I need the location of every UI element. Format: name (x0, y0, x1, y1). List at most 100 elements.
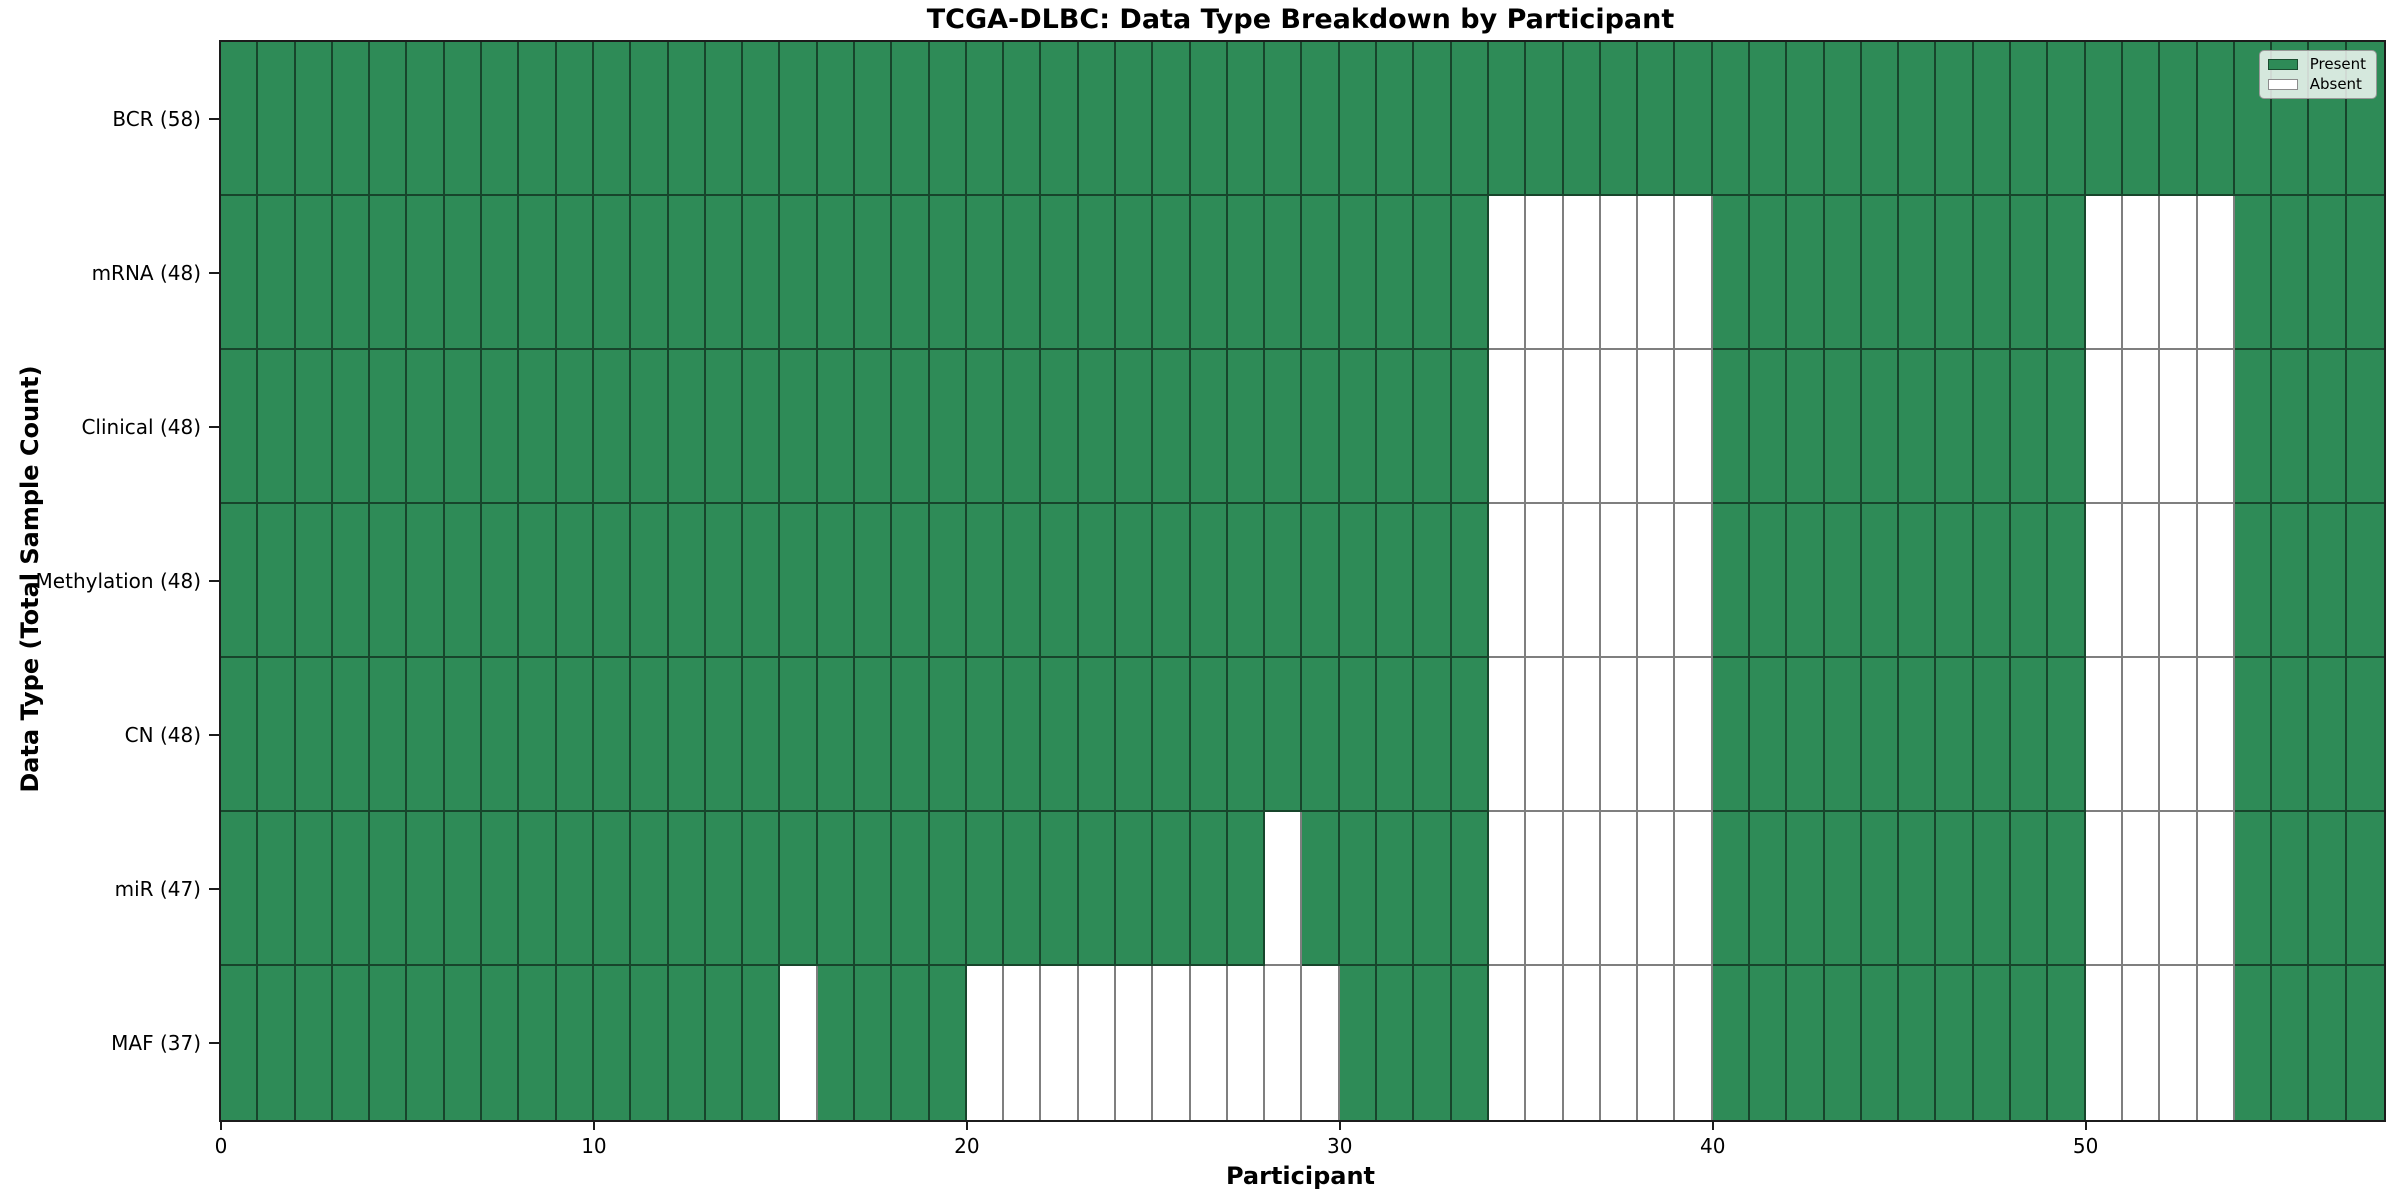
heatmap-cell (1265, 504, 1303, 658)
heatmap-cell (1078, 966, 1117, 1120)
heatmap-cell (1302, 966, 1340, 1120)
heatmap-cell (1377, 504, 1415, 658)
heatmap-cell (1190, 42, 1228, 196)
heatmap-cell (1563, 196, 1601, 350)
heatmap-cell (2197, 196, 2235, 350)
heatmap-cell (1861, 504, 1900, 658)
heatmap-cell (1190, 350, 1228, 504)
heatmap-cell (1600, 812, 1639, 966)
heatmap-cell (1116, 42, 1154, 196)
y-tick-mark (209, 580, 219, 582)
heatmap-cell (2011, 42, 2049, 196)
heatmap-cell (1451, 658, 1489, 812)
heatmap-cell (556, 812, 594, 966)
heatmap-cell (1712, 42, 1751, 196)
heatmap-cell (258, 658, 296, 812)
heatmap-cell (1638, 812, 1676, 966)
heatmap-cell (1377, 42, 1415, 196)
heatmap-cell (892, 812, 930, 966)
heatmap-cell (2346, 658, 2384, 812)
heatmap-cell (631, 350, 669, 504)
heatmap-cell (258, 350, 296, 504)
heatmap-cell (1227, 504, 1266, 658)
heatmap-cell (1041, 812, 1079, 966)
heatmap-cell (2197, 350, 2235, 504)
heatmap-cell (2346, 196, 2384, 350)
heatmap-cell (1488, 42, 1527, 196)
heatmap-cell (444, 196, 483, 350)
heatmap-cell (1116, 196, 1154, 350)
heatmap-cell (780, 658, 818, 812)
heatmap-cell (2160, 350, 2198, 504)
heatmap-cell (1750, 350, 1788, 504)
heatmap-cell (1936, 658, 1974, 812)
heatmap-cell (1600, 504, 1639, 658)
heatmap-cell (2085, 350, 2123, 504)
heatmap-cell (258, 196, 296, 350)
heatmap-cell (1302, 504, 1340, 658)
y-tick-mark (209, 272, 219, 274)
heatmap-cell (1936, 812, 1974, 966)
heatmap-cell (780, 504, 818, 658)
heatmap-cell (1675, 350, 1713, 504)
heatmap-cell (1563, 966, 1601, 1120)
heatmap-cell (1153, 966, 1191, 1120)
heatmap-cell (854, 504, 893, 658)
heatmap-cell (1377, 966, 1415, 1120)
heatmap-cell (593, 42, 632, 196)
heatmap-cell (780, 350, 818, 504)
heatmap-cell (2197, 504, 2235, 658)
heatmap-cell (2085, 42, 2123, 196)
heatmap-cell (2197, 658, 2235, 812)
heatmap-cell (1078, 350, 1117, 504)
heatmap-cell (1377, 196, 1415, 350)
heatmap-cell (1750, 42, 1788, 196)
heatmap-cell (1861, 196, 1900, 350)
heatmap-cell (705, 658, 744, 812)
heatmap-cell (295, 196, 333, 350)
heatmap-cell (1600, 350, 1639, 504)
heatmap-cell (1339, 812, 1378, 966)
heatmap-cell (780, 196, 818, 350)
heatmap-cell (966, 812, 1005, 966)
heatmap-cell (1712, 658, 1751, 812)
heatmap-cell (1824, 504, 1862, 658)
heatmap-cell (2011, 504, 2049, 658)
heatmap-cell (1899, 658, 1937, 812)
heatmap-cell (631, 504, 669, 658)
heatmap-cell (482, 504, 520, 658)
heatmap-cell (743, 658, 781, 812)
heatmap-cell (221, 196, 259, 350)
heatmap-cell (1787, 658, 1825, 812)
heatmap-cell (407, 196, 445, 350)
heatmap-cell (1600, 658, 1639, 812)
heatmap-cell (2197, 42, 2235, 196)
heatmap-cell (1899, 504, 1937, 658)
heatmap-cell (1787, 504, 1825, 658)
heatmap-cell (593, 966, 632, 1120)
heatmap-cell (332, 350, 371, 504)
heatmap-cell (1899, 812, 1937, 966)
heatmap-cell (1116, 504, 1154, 658)
heatmap-cell (370, 350, 408, 504)
x-tick-mark (220, 1120, 222, 1130)
y-tick-mark (209, 888, 219, 890)
heatmap-cell (1936, 42, 1974, 196)
heatmap-cell (407, 812, 445, 966)
heatmap-cell (1190, 966, 1228, 1120)
heatmap-cell (1638, 350, 1676, 504)
heatmap-cell (221, 658, 259, 812)
heatmap-cell (1078, 658, 1117, 812)
heatmap-cell (1787, 42, 1825, 196)
heatmap-cell (1451, 350, 1489, 504)
heatmap-cell (221, 966, 259, 1120)
legend-label-present: Present (2309, 55, 2366, 73)
x-tick-label: 0 (214, 1134, 228, 1158)
heatmap-cell (705, 504, 744, 658)
heatmap-cell (2234, 196, 2273, 350)
heatmap-cell (593, 350, 632, 504)
heatmap-cell (1116, 658, 1154, 812)
heatmap-cell (2160, 658, 2198, 812)
heatmap-cell (1824, 350, 1862, 504)
heatmap-cell (2122, 812, 2161, 966)
